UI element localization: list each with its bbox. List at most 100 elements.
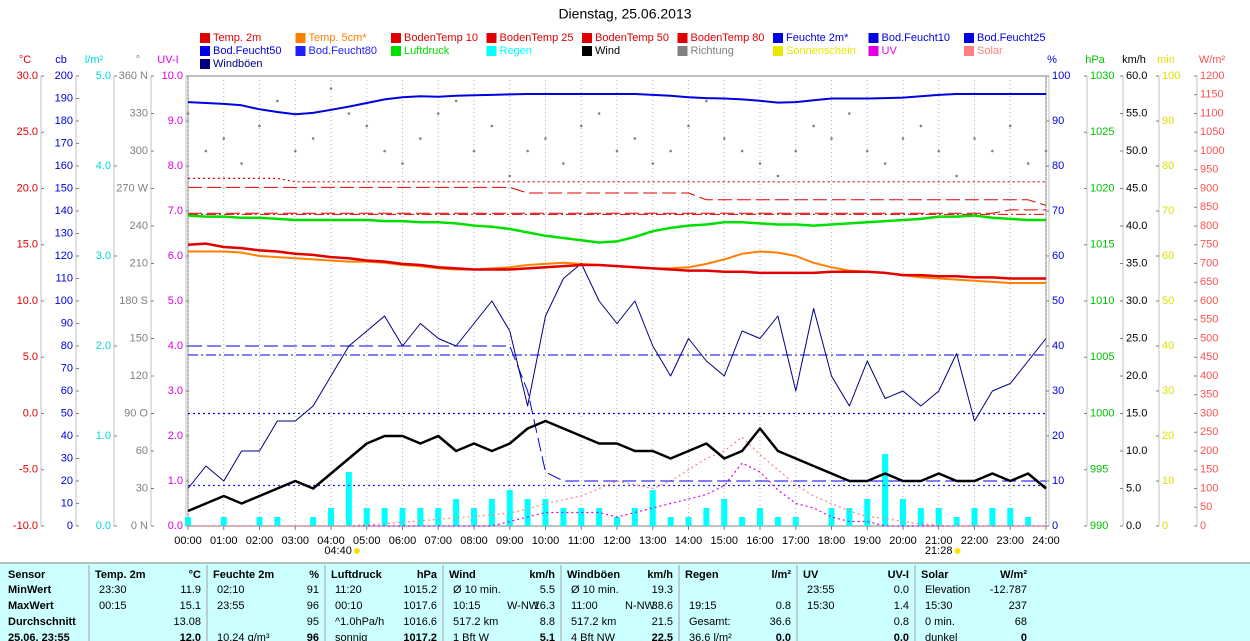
group-header: Temp. 2m — [95, 569, 146, 581]
table-cell: 0.0 — [894, 584, 909, 596]
rain-bar — [757, 508, 763, 526]
legend-swatch — [677, 33, 688, 43]
direction-dot — [937, 149, 941, 153]
y-tick-label: 70 — [61, 362, 73, 374]
legend-label: Luftdruck — [404, 45, 450, 57]
direction-dot — [240, 162, 243, 165]
legend-swatch — [582, 46, 592, 56]
y-tick-label: 0 — [1162, 520, 1168, 532]
table-cell: 23:30 — [99, 584, 127, 596]
chart-title: Dienstag, 25.06.2013 — [558, 6, 691, 22]
y-tick-label: 300 — [1200, 407, 1218, 419]
y-tick-label: 60 — [61, 385, 73, 397]
group-unit: °C — [189, 569, 201, 581]
direction-dot — [347, 112, 351, 115]
y-tick-label: 10.0 — [162, 70, 183, 82]
group-unit: % — [309, 569, 319, 581]
table-cell: 11:20 — [335, 584, 362, 596]
table-cell: 11:00 — [571, 600, 598, 612]
y-tick-label: 10.0 — [17, 295, 38, 307]
x-tick-label: 09:00 — [496, 535, 524, 547]
y-tick-label: 90 — [61, 317, 73, 329]
x-tick-label: 04:00 — [317, 535, 345, 547]
rain-bar — [345, 472, 352, 526]
series-line — [187, 263, 1047, 489]
table-cell: N-NW — [625, 600, 656, 612]
legend-swatch — [964, 33, 974, 43]
group-header: UV — [803, 569, 819, 581]
series-line — [188, 462, 1046, 527]
y-tick-label: 1020 — [1090, 182, 1114, 194]
direction-dot — [454, 99, 458, 103]
legend-label: BodenTemp 80 — [691, 32, 765, 44]
y-tick-label: 0.0 — [23, 407, 38, 419]
rain-bar — [560, 508, 567, 526]
table-cell: 00:10 — [335, 600, 363, 612]
series-line — [188, 209, 1046, 214]
y-tick-label: 3.0 — [96, 250, 111, 262]
rain-bar — [1025, 517, 1032, 526]
legend-label: BodenTemp 50 — [595, 32, 669, 44]
series-line — [188, 186, 1047, 206]
table-cell: Ø 10 min. — [453, 584, 501, 596]
x-tick-label: 19:00 — [853, 535, 881, 547]
direction-dot — [544, 137, 547, 140]
table-cell: 23:55 — [807, 584, 835, 596]
table-cell: 10:15 — [453, 600, 481, 612]
rain-bar — [703, 508, 710, 526]
table-cell: 517.2 km — [453, 616, 498, 628]
axis-unit: ° — [136, 54, 140, 66]
rain-bar — [739, 517, 746, 526]
x-tick-label: 17:00 — [782, 535, 810, 547]
y-tick-label: 50.0 — [1126, 145, 1147, 157]
y-tick-label: 1025 — [1090, 126, 1114, 138]
table-cell: 1016.6 — [403, 616, 437, 628]
x-tick-label: 03:00 — [281, 535, 309, 547]
group-header: Wind — [449, 569, 476, 581]
group-unit: km/h — [647, 569, 673, 581]
y-tick-label: 0.0 — [168, 520, 183, 532]
y-tick-label: 180 — [55, 115, 73, 127]
direction-dot — [472, 149, 476, 153]
y-tick-label: 8.0 — [168, 160, 183, 172]
y-tick-label: 90 — [1052, 115, 1064, 127]
group-unit: hPa — [417, 569, 438, 581]
y-tick-label: 50 — [1200, 501, 1212, 513]
y-tick-label: 100 — [55, 295, 73, 307]
legend-swatch — [582, 33, 592, 43]
table-cell: 8.8 — [540, 616, 555, 628]
direction-dot — [436, 112, 440, 115]
table-cell: 68 — [1015, 616, 1027, 628]
axis-unit: UV-I — [157, 54, 178, 66]
axis-unit: hPa — [1085, 54, 1105, 66]
y-tick-label: 60 — [1162, 250, 1174, 262]
table-cell: 12.0 — [180, 632, 201, 641]
y-tick-label: 15.0 — [1126, 407, 1147, 419]
legend-label: Temp. 2m — [213, 32, 261, 44]
annotation: 04:40 — [324, 545, 352, 557]
x-tick-label: 07:00 — [424, 535, 452, 547]
rain-bar — [435, 508, 442, 526]
y-tick-label: 20 — [1052, 430, 1064, 442]
x-tick-label: 05:00 — [353, 535, 381, 547]
table-cell: 96 — [307, 632, 319, 641]
table-cell: 5.5 — [540, 584, 555, 596]
y-tick-label: 5.0 — [96, 70, 111, 82]
direction-dot — [740, 149, 744, 153]
y-tick-label: 80 — [1162, 160, 1174, 172]
table-cell: 36.6 — [770, 616, 791, 628]
y-tick-label: 20.0 — [1126, 370, 1147, 382]
direction-dot — [901, 137, 905, 140]
table-cell: 91 — [307, 584, 319, 596]
y-tick-label: 250 — [1200, 426, 1218, 438]
table-cell: 23:55 — [217, 600, 245, 612]
axis-unit: min — [1157, 54, 1175, 66]
table-cell: dunkel — [925, 632, 957, 641]
group-unit: W/m² — [1000, 569, 1027, 581]
direction-dot — [1026, 162, 1030, 165]
y-tick-label: 300 — [130, 145, 148, 157]
x-tick-label: 21:00 — [925, 535, 953, 547]
direction-dot — [276, 99, 279, 103]
y-tick-label: 10 — [61, 497, 73, 509]
table-cell: 13.08 — [173, 616, 201, 628]
